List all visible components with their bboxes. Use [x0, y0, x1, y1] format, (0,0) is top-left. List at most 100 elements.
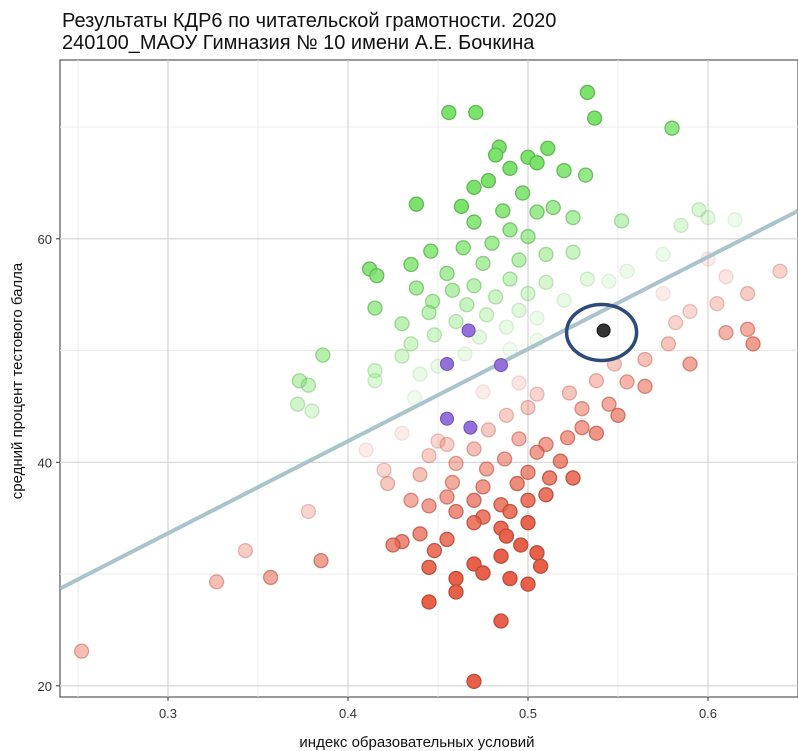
data-point — [426, 542, 443, 559]
data-point — [495, 203, 511, 219]
data-point — [439, 489, 455, 505]
x-tick-label: 0.5 — [519, 706, 537, 721]
data-point — [538, 487, 554, 503]
data-point — [520, 399, 536, 416]
data-point — [619, 263, 635, 279]
data-point — [511, 431, 527, 447]
data-point — [367, 363, 383, 379]
data-point — [565, 209, 581, 226]
y-tick-label: 60 — [38, 232, 52, 247]
data-point — [478, 307, 495, 323]
data-point — [727, 212, 743, 228]
data-point — [466, 673, 482, 690]
data-point — [208, 574, 225, 590]
data-point — [406, 389, 423, 406]
data-point — [541, 470, 558, 486]
data-point — [709, 295, 725, 312]
data-point — [466, 515, 482, 531]
points-layer — [60, 84, 798, 690]
data-point — [394, 348, 410, 364]
group-point — [463, 420, 478, 435]
data-point — [559, 430, 576, 446]
data-point — [466, 278, 482, 294]
data-point — [457, 346, 473, 362]
data-point — [502, 222, 518, 238]
data-point — [315, 347, 331, 363]
data-point — [520, 492, 536, 508]
data-point — [466, 441, 482, 457]
data-point — [385, 537, 401, 553]
data-point — [538, 246, 554, 263]
data-point — [538, 274, 554, 291]
y-axis-ticks: 20 40 60 — [38, 232, 60, 694]
trend-line — [60, 209, 798, 591]
data-point — [408, 280, 425, 296]
data-point — [484, 235, 500, 251]
data-point — [588, 373, 605, 389]
data-point — [468, 104, 484, 121]
data-point — [577, 167, 594, 183]
data-point — [520, 228, 536, 245]
data-point — [718, 269, 734, 285]
data-point — [262, 569, 279, 586]
data-point — [561, 385, 578, 401]
data-point — [448, 455, 464, 472]
data-point — [448, 584, 464, 600]
data-point — [691, 202, 707, 218]
data-point — [498, 528, 515, 544]
chart-title-line-1: Результаты КДР6 по читательской грамотно… — [62, 10, 557, 32]
data-point — [475, 565, 491, 581]
data-point — [448, 570, 464, 587]
data-point — [466, 214, 482, 230]
data-point — [421, 304, 437, 321]
data-point — [459, 297, 475, 313]
data-point — [739, 285, 756, 302]
data-point — [412, 366, 428, 382]
highlight-ring — [564, 302, 639, 363]
data-point — [579, 84, 596, 101]
data-point — [466, 556, 482, 572]
data-point — [424, 293, 441, 310]
data-point — [430, 433, 446, 449]
group-point — [440, 356, 454, 371]
data-point — [379, 475, 396, 492]
plot-area — [60, 84, 798, 690]
data-point — [511, 252, 527, 268]
data-point — [369, 268, 385, 284]
data-point — [376, 462, 392, 478]
data-point — [673, 217, 689, 234]
data-point — [502, 570, 518, 587]
y-axis-label: средний процент тестового балла — [9, 262, 26, 499]
data-point — [403, 492, 419, 508]
data-point — [556, 292, 572, 308]
x-axis-label: индекс образовательных условий — [299, 734, 534, 751]
data-point — [655, 246, 671, 263]
data-point — [529, 310, 545, 326]
data-point — [739, 321, 756, 337]
data-point — [574, 401, 590, 417]
data-point — [520, 576, 536, 592]
data-point — [493, 548, 509, 564]
data-point — [540, 140, 556, 156]
data-point — [455, 240, 471, 256]
grid — [60, 60, 798, 697]
data-point — [412, 466, 428, 483]
data-point — [448, 503, 464, 520]
group-point — [440, 411, 454, 426]
data-point — [367, 300, 383, 316]
data-point — [545, 199, 561, 216]
data-point — [529, 545, 545, 561]
data-point — [655, 285, 671, 302]
data-point — [408, 196, 425, 212]
data-point — [529, 444, 545, 460]
data-point — [475, 255, 491, 272]
data-point — [529, 204, 545, 220]
group-point — [461, 323, 476, 338]
x-tick-label: 0.6 — [699, 706, 717, 721]
data-point — [613, 213, 630, 229]
data-point — [421, 498, 437, 514]
data-point — [637, 351, 653, 368]
data-point — [552, 453, 569, 469]
data-point — [498, 319, 515, 335]
data-point — [421, 559, 437, 576]
